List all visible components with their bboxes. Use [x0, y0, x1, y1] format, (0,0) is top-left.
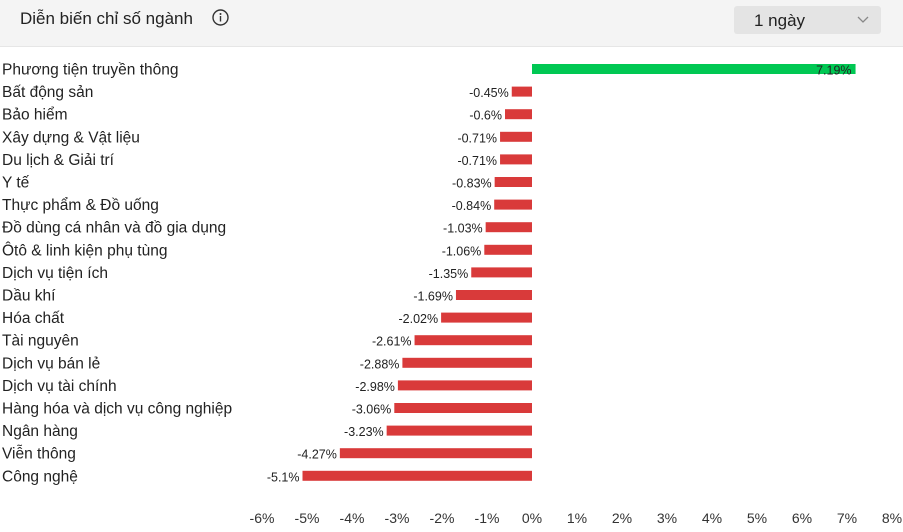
panel-header: Diễn biến chỉ số ngành 1 ngày — [0, 0, 903, 47]
category-label: Tài nguyên — [2, 333, 79, 350]
bar[interactable] — [494, 177, 532, 187]
category-label: Viễn thông — [2, 446, 76, 463]
category-label: Xây dựng & Vật liệu — [2, 129, 140, 146]
data-label: 7.19% — [816, 64, 851, 78]
bar[interactable] — [402, 357, 532, 368]
category-label: Ngân hàng — [2, 423, 78, 440]
data-label: -3.23% — [344, 425, 384, 439]
x-tick-label: -1% — [475, 510, 500, 526]
data-label: -0.6% — [469, 109, 502, 123]
category-label: Dịch vụ tài chính — [2, 378, 117, 395]
category-label: Phương tiện truyền thông — [2, 62, 179, 79]
category-label: Dầu khí — [2, 288, 56, 305]
bar[interactable] — [484, 244, 532, 255]
bar[interactable] — [505, 109, 532, 120]
bar[interactable] — [441, 312, 532, 323]
data-label: -0.83% — [452, 177, 492, 191]
x-tick-label: 0% — [522, 510, 542, 526]
chevron-down-icon — [857, 16, 869, 23]
category-label: Ôtô & linh kiện phụ tùng — [2, 242, 167, 259]
x-tick-label: -3% — [385, 510, 410, 526]
data-label: -1.06% — [442, 244, 482, 258]
category-label: Y tế — [2, 175, 30, 192]
data-label: -2.02% — [398, 312, 438, 326]
bar[interactable] — [339, 448, 532, 459]
category-label: Hóa chất — [2, 310, 65, 327]
x-tick-label: 1% — [567, 510, 587, 526]
x-tick-label: 8% — [882, 510, 902, 526]
bar[interactable] — [455, 290, 532, 300]
period-selected-label: 1 ngày — [754, 11, 806, 30]
x-tick-label: -2% — [430, 510, 455, 526]
data-label: -4.27% — [297, 448, 337, 462]
category-label: Du lịch & Giải trí — [2, 152, 115, 169]
data-label: -0.84% — [452, 199, 492, 213]
data-label: -5.1% — [267, 470, 300, 484]
category-label: Công nghệ — [2, 468, 78, 485]
x-tick-label: 7% — [837, 510, 857, 526]
category-label: Bảo hiểm — [2, 107, 67, 124]
bar[interactable] — [471, 267, 532, 278]
x-tick-label: -6% — [250, 510, 275, 526]
x-tick-label: 2% — [612, 510, 632, 526]
info-icon[interactable] — [212, 9, 229, 26]
bar[interactable] — [485, 222, 532, 233]
data-label: -1.35% — [429, 267, 469, 281]
x-tick-label: 3% — [657, 510, 677, 526]
bar[interactable] — [532, 64, 856, 74]
data-label: -1.03% — [443, 222, 483, 236]
data-label: -2.88% — [360, 357, 400, 371]
bar[interactable] — [500, 131, 532, 142]
bar[interactable] — [500, 154, 532, 165]
x-tick-label: 6% — [792, 510, 812, 526]
category-label: Thực phẩm & Đồ uống — [2, 197, 159, 214]
category-label: Bất động sản — [2, 84, 93, 101]
bar[interactable] — [386, 425, 532, 436]
data-label: -0.71% — [457, 131, 497, 145]
page-title: Diễn biến chỉ số ngành — [20, 9, 193, 28]
data-label: -0.71% — [457, 154, 497, 168]
data-label: -0.45% — [469, 86, 509, 100]
bar[interactable] — [302, 470, 533, 481]
x-tick-label: 4% — [702, 510, 722, 526]
data-label: -2.61% — [372, 335, 412, 349]
x-tick-label: 5% — [747, 510, 767, 526]
category-label: Đồ dùng cá nhân và đồ gia dụng — [2, 220, 226, 237]
x-tick-label: -4% — [340, 510, 365, 526]
data-label: -2.98% — [355, 380, 395, 394]
category-label: Dịch vụ bán lẻ — [2, 355, 100, 372]
category-label: Dịch vụ tiện ích — [2, 265, 108, 282]
data-label: -1.69% — [413, 290, 453, 304]
period-select[interactable]: 1 ngày — [734, 6, 881, 34]
x-tick-label: -5% — [295, 510, 320, 526]
bar[interactable] — [414, 335, 532, 346]
bar[interactable] — [394, 403, 532, 413]
bar[interactable] — [511, 86, 532, 97]
bar[interactable] — [494, 199, 532, 210]
bar[interactable] — [397, 380, 532, 391]
category-label: Hàng hóa và dịch vụ công nghiệp — [2, 401, 232, 418]
data-label: -3.06% — [352, 403, 392, 417]
